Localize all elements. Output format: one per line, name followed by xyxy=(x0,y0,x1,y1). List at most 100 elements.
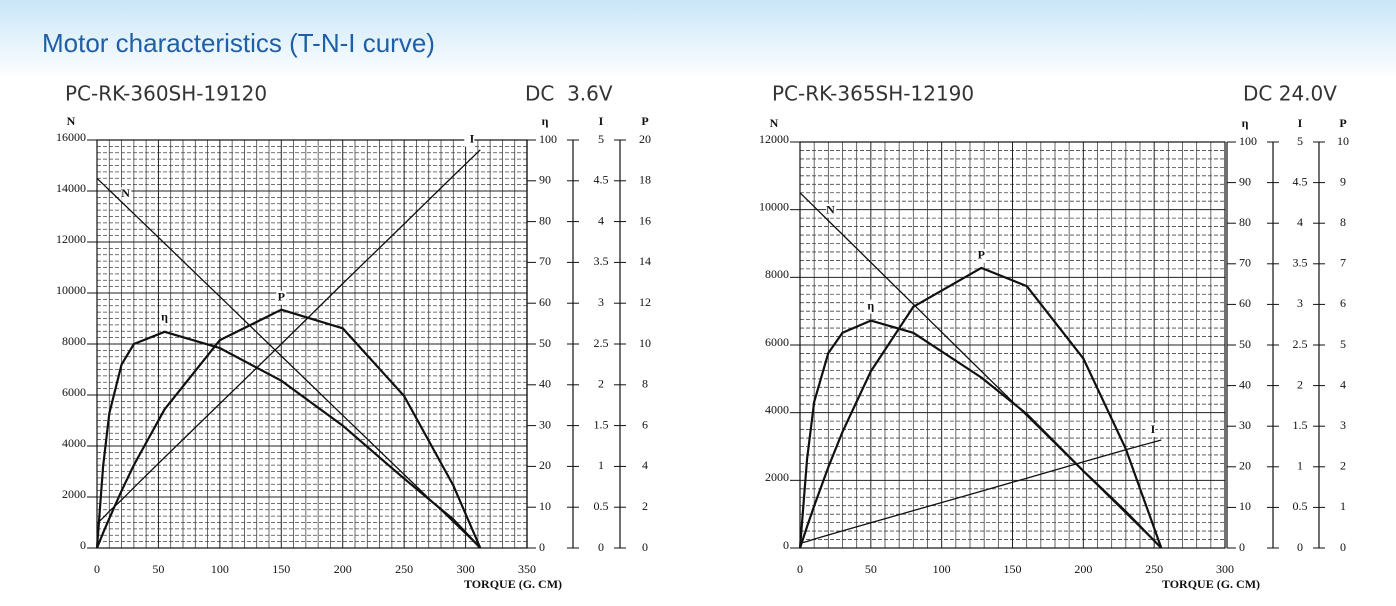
tick-label: 20 xyxy=(639,132,651,146)
tick-label: 70 xyxy=(1239,256,1251,270)
tick-label: 3.5 xyxy=(594,254,609,268)
tick-label: 2.5 xyxy=(1293,337,1308,351)
curve xyxy=(96,177,481,549)
tick-label: 90 xyxy=(1239,174,1251,188)
y-tick-label: 2000 xyxy=(765,470,789,484)
tick-label: 4 xyxy=(642,458,648,472)
tick-label: 6 xyxy=(642,417,648,431)
model-name: PC-RK-365SH-12190 xyxy=(772,82,974,106)
tick-label: 70 xyxy=(539,254,551,268)
axis-header: P xyxy=(1339,116,1346,130)
series-label-bg xyxy=(464,132,475,147)
x-tick-label: 0 xyxy=(797,562,803,576)
tick-label: 0 xyxy=(642,540,648,554)
plot-frame xyxy=(799,141,1226,549)
series-label-bg xyxy=(865,299,876,314)
x-tick-label: 100 xyxy=(211,562,229,576)
curve xyxy=(798,266,1163,549)
tick-label: 60 xyxy=(539,295,551,309)
series-label-bg xyxy=(159,310,170,325)
series-label: η xyxy=(867,298,874,312)
tick-label: 1 xyxy=(1340,499,1346,513)
axis-header: P xyxy=(641,114,648,128)
tick-label: 4.5 xyxy=(594,173,609,187)
curve xyxy=(95,308,482,549)
tick-label: 40 xyxy=(539,377,551,391)
tick-label: 4 xyxy=(598,213,604,227)
tick-label: 4 xyxy=(1297,215,1303,229)
x-tick-label: 200 xyxy=(1074,562,1092,576)
page-title: Motor characteristics (T-N-I curve) xyxy=(42,28,435,58)
tick-label: 5 xyxy=(1297,134,1303,148)
series-label: P xyxy=(278,289,285,303)
tick-label: 10 xyxy=(1337,134,1349,148)
tick-label: 5 xyxy=(598,132,604,146)
series-label-bg xyxy=(276,290,287,305)
tick-label: 20 xyxy=(1239,459,1251,473)
tick-label: 1 xyxy=(598,458,604,472)
x-tick-label: 350 xyxy=(518,562,536,576)
series-label: I xyxy=(470,132,475,146)
tick-label: 8 xyxy=(642,377,648,391)
series-label: η xyxy=(161,310,168,324)
tick-label: 10 xyxy=(1239,499,1251,513)
header-band xyxy=(0,0,1396,80)
y-tick-label: 6000 xyxy=(62,385,86,399)
tick-label: 3 xyxy=(1297,296,1303,310)
tick-label: 8 xyxy=(1340,215,1346,229)
series-label-bg xyxy=(1145,423,1156,438)
tick-label: 12 xyxy=(639,295,651,309)
x-tick-label: 100 xyxy=(933,562,951,576)
y-tick-label: 10000 xyxy=(759,199,789,213)
curve xyxy=(798,319,1163,549)
tick-label: 40 xyxy=(1239,377,1251,391)
voltage: DC 3.6V xyxy=(525,82,613,106)
tick-label: 100 xyxy=(1239,134,1257,148)
series-label-bg xyxy=(826,203,837,218)
tick-label: 0 xyxy=(1297,540,1303,554)
tick-label: 0 xyxy=(539,540,545,554)
tick-label: 18 xyxy=(639,173,651,187)
tick-label: 50 xyxy=(539,336,551,350)
tick-label: 5 xyxy=(1340,337,1346,351)
tick-label: 0 xyxy=(1239,540,1245,554)
tick-label: 2 xyxy=(598,377,604,391)
x-tick-label: 50 xyxy=(152,562,164,576)
tick-label: 60 xyxy=(1239,296,1251,310)
y-tick-label: 4000 xyxy=(62,436,86,450)
tick-label: 16 xyxy=(639,213,651,227)
tick-label: 1.5 xyxy=(594,417,609,431)
y-tick-label: 2000 xyxy=(62,487,86,501)
curve xyxy=(96,149,481,524)
tick-label: 3 xyxy=(1340,418,1346,432)
y-tick-label: 12000 xyxy=(759,132,789,146)
tick-label: 10 xyxy=(639,336,651,350)
tick-label: 3 xyxy=(598,295,604,309)
y-tick-label: 14000 xyxy=(56,181,86,195)
x-tick-label: 50 xyxy=(865,562,877,576)
axis-header: I xyxy=(1298,116,1303,130)
axis-header: I xyxy=(599,114,604,128)
curve xyxy=(799,439,1162,544)
series-label: N xyxy=(121,186,130,200)
series-label: N xyxy=(826,202,835,216)
x-axis-label: TORQUE (G. CM) xyxy=(1162,577,1260,591)
y-axis-label: N xyxy=(770,116,779,130)
x-tick-label: 200 xyxy=(334,562,352,576)
tick-label: 1.5 xyxy=(1293,418,1308,432)
tick-label: 2 xyxy=(1340,459,1346,473)
y-tick-label: 10000 xyxy=(56,283,86,297)
x-axis-label: TORQUE (G. CM) xyxy=(464,577,562,591)
tick-label: 4.5 xyxy=(1293,174,1308,188)
tick-label: 2.5 xyxy=(594,336,609,350)
tick-label: 7 xyxy=(1340,256,1346,270)
tick-label: 80 xyxy=(1239,215,1251,229)
curve xyxy=(95,330,482,549)
y-tick-label: 0 xyxy=(783,538,789,552)
tick-label: 2 xyxy=(1297,377,1303,391)
tick-label: 1 xyxy=(1297,459,1303,473)
axis-header: η xyxy=(542,114,549,128)
tick-label: 0 xyxy=(598,540,604,554)
series-label: P xyxy=(978,248,985,262)
